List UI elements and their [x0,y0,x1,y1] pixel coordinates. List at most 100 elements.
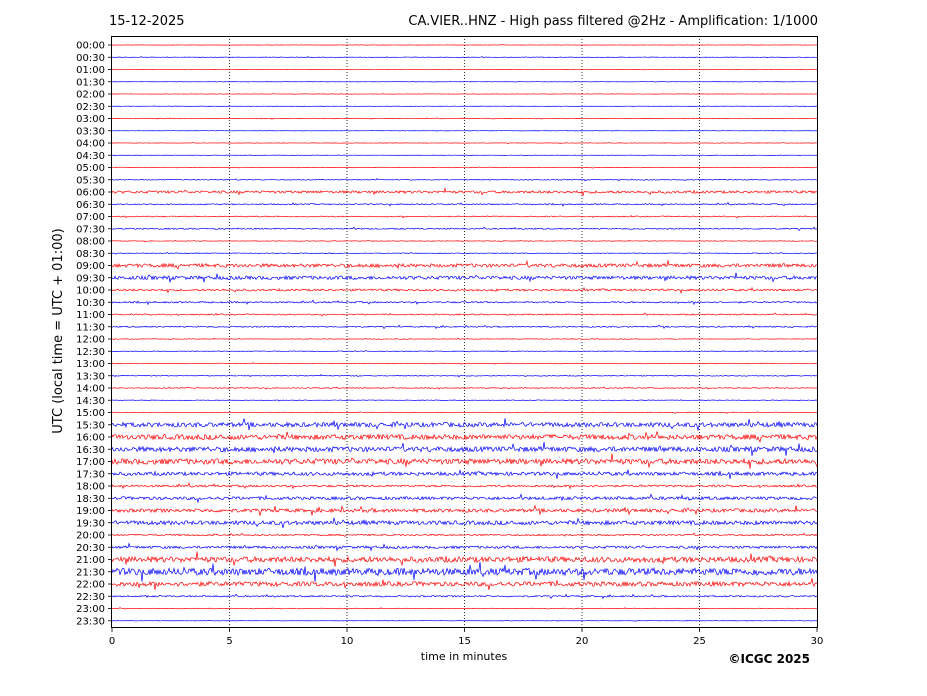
trace-0030 [111,56,818,59]
copyright-label: ©ICGC 2025 [728,652,810,666]
y-tick-label: 17:30 [76,469,105,480]
trace-0630 [111,201,818,207]
trace-2230 [111,593,818,600]
y-tick-label: 04:00 [76,139,105,150]
y-tick-label: 20:30 [76,543,105,554]
trace-2100 [111,551,818,567]
y-tick-label: 07:30 [76,224,105,235]
y-tick-label: 15:30 [76,420,105,431]
trace-2330 [111,619,818,622]
x-tick-label: 0 [109,636,115,647]
x-tick-label: 10 [341,636,354,647]
trace-0200 [111,93,818,95]
trace-0730 [111,226,818,232]
y-tick-label: 02:30 [76,102,105,113]
y-tick-label: 16:30 [76,445,105,456]
x-tick-label: 25 [693,636,706,647]
trace-0330 [111,129,818,132]
trace-0530 [111,178,818,182]
trace-2030 [111,542,818,552]
date-label: 15-12-2025 [109,14,185,29]
y-tick-label: 01:30 [76,77,105,88]
y-tick-label: 02:00 [76,90,105,101]
trace-1300 [111,362,818,365]
y-tick-label: 00:30 [76,53,105,64]
y-tick-label: 05:00 [76,163,105,174]
y-tick-label: 06:30 [76,200,105,211]
y-tick-label: 11:00 [76,310,105,321]
trace-1330 [111,374,818,378]
trace-0930 [111,272,818,283]
trace-0900 [111,259,818,270]
y-tick-label: 23:00 [76,604,105,615]
trace-1630 [111,441,818,456]
trace-1400 [111,386,818,390]
trace-rows [111,44,818,622]
y-tick-label: 18:00 [76,482,105,493]
y-tick-label: 01:00 [76,65,105,76]
plot-frame [111,36,818,628]
y-tick-label: 17:00 [76,457,105,468]
trace-0500 [111,166,818,169]
y-tick-label: 14:30 [76,396,105,407]
y-tick-label: 07:00 [76,212,105,223]
y-tick-label: 23:30 [76,616,105,627]
trace-0700 [111,214,818,219]
y-tick-label: 03:30 [76,126,105,137]
x-tick-label: 20 [576,636,589,647]
y-tick-label: 22:30 [76,592,105,603]
x-axis: 0 5 10 15 20 25 30 [109,628,824,647]
y-tick-label: 21:00 [76,555,105,566]
trace-0430 [111,154,818,157]
y-tick-label: 08:30 [76,249,105,260]
trace-1700 [111,453,818,469]
x-tick-label: 15 [458,636,471,647]
trace-0600 [111,187,818,197]
trace-0230 [111,105,818,108]
trace-2130 [111,561,818,582]
y-tick-label: 15:00 [76,408,105,419]
trace-2300 [111,607,818,610]
trace-1130 [111,324,818,330]
y-tick-label: 11:30 [76,322,105,333]
y-tick-label: 19:30 [76,518,105,529]
y-tick-label: 20:00 [76,531,105,542]
y-tick-label: 09:30 [76,273,105,284]
trace-0400 [111,142,818,144]
trace-0000 [111,44,818,46]
trace-1430 [111,399,818,402]
y-tick-label: 12:00 [76,335,105,346]
trace-0300 [111,117,818,120]
y-tick-label: 13:30 [76,371,105,382]
y-tick-label: 13:00 [76,359,105,370]
y-tick-label: 03:00 [76,114,105,125]
y-tick-label: 05:30 [76,175,105,186]
trace-2000 [111,532,818,537]
trace-1230 [111,350,818,353]
x-tick-label: 5 [226,636,232,647]
y-tick-label: 22:00 [76,580,105,591]
y-tick-label: 21:30 [76,567,105,578]
y-tick-label: 08:00 [76,237,105,248]
trace-0100 [111,68,818,71]
x-axis-label: time in minutes [421,650,508,663]
y-tick-label: 14:00 [76,384,105,395]
y-tick-label: 04:30 [76,151,105,162]
y-tick-label: 16:00 [76,433,105,444]
y-tick-label: 09:00 [76,261,105,272]
trace-1000 [111,286,818,294]
trace-1600 [111,430,818,443]
trace-1730 [111,469,818,479]
chart-title: CA.VIER..HNZ - High pass filtered @2Hz -… [408,14,818,29]
trace-1530 [111,418,818,431]
trace-1030 [111,299,818,306]
trace-0130 [111,80,818,83]
trace-1800 [111,482,818,490]
trace-1830 [111,493,818,504]
trace-1200 [111,337,818,341]
x-tick-label: 30 [811,636,824,647]
trace-1100 [111,312,818,317]
vertical-gridlines [229,36,700,628]
